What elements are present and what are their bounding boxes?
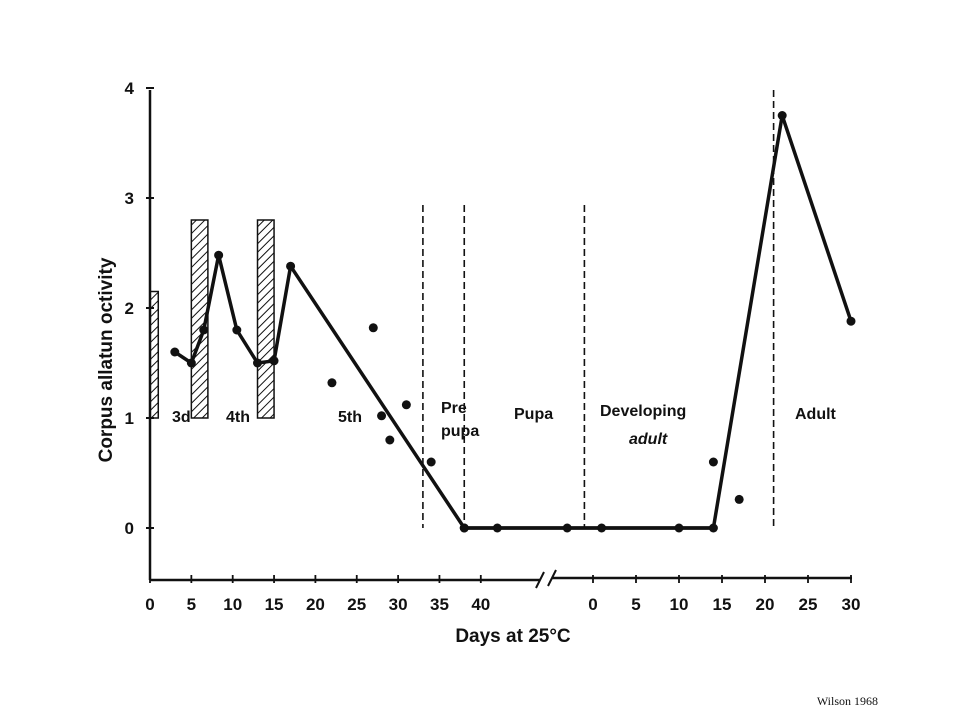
activity-line-segment xyxy=(189,328,206,365)
data-point xyxy=(562,523,572,533)
molt-bar xyxy=(190,219,209,419)
stage-labels: 3d 4th 5th Pre pupa Pupa Developing adul… xyxy=(172,400,837,448)
stage-label-adult-small: adult xyxy=(629,431,668,448)
activity-line-segment xyxy=(272,264,293,363)
data-point xyxy=(459,523,469,533)
data-point xyxy=(734,494,744,504)
stage-label-adult: Adult xyxy=(795,406,837,423)
y-tick-label: 0 xyxy=(125,519,134,538)
line-marker xyxy=(253,358,263,368)
axes xyxy=(148,90,852,589)
x-tick-label: 40 xyxy=(471,595,490,614)
y-tick-label: 4 xyxy=(125,79,135,98)
x-tick-label: 25 xyxy=(799,595,818,614)
x-tick-label: 30 xyxy=(389,595,408,614)
activity-line-segment xyxy=(216,253,239,332)
activity-line-segment xyxy=(711,113,784,530)
x-tick-label: 5 xyxy=(187,595,196,614)
stage-label-pre: Pre xyxy=(441,400,467,417)
data-point xyxy=(368,323,378,333)
line-marker xyxy=(232,325,242,335)
axis-break-mark xyxy=(535,569,557,589)
line-marker xyxy=(777,111,787,120)
x-tick-label: 10 xyxy=(223,595,242,614)
data-point xyxy=(597,523,607,533)
line-marker xyxy=(708,523,718,533)
data-point xyxy=(492,523,502,533)
x-tick-label: 30 xyxy=(842,595,861,614)
activity-line-segment xyxy=(235,328,260,365)
x-tick-label: 20 xyxy=(756,595,775,614)
line-marker xyxy=(286,261,296,271)
points xyxy=(327,323,744,533)
x-tick-label: 20 xyxy=(306,595,325,614)
source-credit: Wilson 1968 xyxy=(816,694,878,708)
data-point xyxy=(674,523,684,533)
line-marker xyxy=(199,325,209,335)
y-tick-label: 1 xyxy=(125,409,134,428)
stage-label-4th: 4th xyxy=(226,409,250,426)
data-point xyxy=(426,457,436,467)
y-tick-label: 3 xyxy=(125,189,134,208)
x-tick-label: 0 xyxy=(145,595,154,614)
data-point xyxy=(377,411,387,421)
data-point xyxy=(385,435,395,445)
stage-boundaries xyxy=(422,90,775,528)
activity-line-segment xyxy=(288,264,467,530)
line-marker xyxy=(846,316,856,326)
data-point xyxy=(708,457,718,467)
series xyxy=(170,111,856,533)
data-point xyxy=(327,378,337,388)
line-marker xyxy=(269,356,279,366)
activity-line-segment xyxy=(780,113,853,323)
molt-bar xyxy=(256,219,275,419)
data-point xyxy=(401,400,411,410)
x-tick-label: 15 xyxy=(265,595,284,614)
x-tick-label: 35 xyxy=(430,595,449,614)
stage-label-3d: 3d xyxy=(172,409,191,426)
line-marker xyxy=(214,250,224,260)
molt-bars xyxy=(149,219,275,419)
stage-label-pupa-small: pupa xyxy=(441,423,479,440)
stage-label-5th: 5th xyxy=(338,409,362,426)
x-tick-label: 5 xyxy=(631,595,640,614)
stage-label-pupa: Pupa xyxy=(514,406,553,423)
x-tick-label: 25 xyxy=(347,595,366,614)
x-tick-label: 0 xyxy=(588,595,597,614)
x-axis-title: Days at 25°C xyxy=(455,626,571,647)
y-ticks: 0 1 2 3 4 xyxy=(125,79,154,538)
line-marker xyxy=(186,358,196,368)
x-ticks: 0 5 10 15 20 25 30 35 40 0 5 10 15 20 25 30 xyxy=(145,575,860,614)
activity-line-segment xyxy=(202,253,221,332)
x-tick-label: 10 xyxy=(670,595,689,614)
x-tick-label: 15 xyxy=(713,595,732,614)
y-axis-title: Corpus allatun octivity xyxy=(96,257,117,462)
y-tick-label: 2 xyxy=(125,299,134,318)
stage-label-developing: Developing xyxy=(600,403,686,420)
line-marker xyxy=(170,347,180,357)
